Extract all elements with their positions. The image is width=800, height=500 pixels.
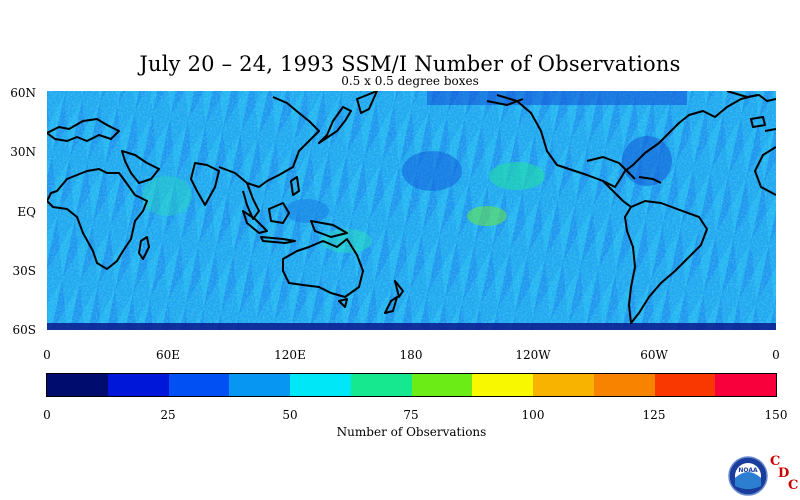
madagascar-coast [138, 236, 150, 260]
colorbar-title: Number of Observations [336, 425, 487, 439]
iceland-coast [750, 116, 766, 128]
lat-label-60n: 60N [10, 86, 36, 100]
colorbar-segment [593, 374, 655, 396]
coastlines [47, 91, 776, 324]
sumatra-coast [242, 210, 268, 234]
colorbar-segment [715, 374, 776, 396]
south-america-coast [624, 200, 708, 324]
lat-label-30s: 30S [12, 264, 37, 278]
central-america-coast [602, 180, 632, 208]
lon-label-0-east: 0 [772, 348, 780, 362]
lat-label-eq: EQ [17, 205, 36, 219]
europe-coast [47, 118, 120, 142]
caribbean-coast [638, 176, 662, 184]
colorbar-tick-75: 75 [403, 408, 419, 422]
high-count-patch [489, 162, 545, 190]
east-asia-coast [218, 96, 320, 188]
antarctic-edge [47, 323, 776, 330]
lon-label-120e: 120E [274, 348, 306, 362]
colorbar-tick-0: 0 [43, 408, 51, 422]
lon-label-120w: 120W [515, 348, 551, 362]
colorbar-tick-25: 25 [160, 408, 176, 422]
lon-label-0: 0 [43, 348, 51, 362]
lon-label-60e: 60E [155, 348, 181, 362]
gulf-coast [586, 156, 636, 180]
arabia-coast [121, 150, 160, 184]
noaa-bird-wave [735, 472, 761, 489]
colorbar-segment [654, 374, 716, 396]
map-title: July 20 – 24, 1993 SSM/I Number of Obser… [139, 52, 681, 76]
cdc-letter-c2: C [788, 478, 799, 493]
colorbar-tick-150: 150 [764, 408, 788, 422]
indochina-coast [242, 182, 260, 220]
colorbar-tick-50: 50 [282, 408, 298, 422]
philippines-coast [290, 176, 300, 196]
greenland-coast [726, 91, 776, 102]
colorbar-segment [290, 374, 351, 396]
australia-coast [282, 238, 364, 298]
colorbar-segment [229, 374, 290, 396]
colorbar-segment [411, 374, 473, 396]
map-subtitle: 0.5 x 0.5 degree boxes [341, 74, 479, 88]
kamchatka-coast [356, 91, 378, 114]
colorbar [46, 373, 777, 397]
colorbar-segment [47, 374, 108, 396]
lon-label-60w: 60W [640, 348, 668, 362]
cdc-letter-d: D [778, 466, 790, 481]
lat-label-30n: 30N [10, 145, 36, 159]
tasmania-coast [338, 298, 348, 308]
japan-coast [318, 106, 352, 144]
new-guinea-coast [310, 220, 348, 238]
lon-label-180: 180 [399, 348, 423, 362]
cdc-letter-c1: C [770, 454, 781, 469]
borneo-coast [268, 202, 290, 224]
aleutian-coast [486, 98, 524, 106]
new-zealand-coast [384, 280, 404, 314]
high-count-patch [467, 206, 507, 226]
colorbar-segment [472, 374, 533, 396]
low-count-patch [285, 199, 329, 223]
colorbar-segment [168, 374, 230, 396]
colorbar-segment [533, 374, 594, 396]
low-count-band [427, 91, 687, 105]
noaa-logo: NOAA [728, 456, 768, 500]
java-coast [260, 236, 296, 244]
low-count-patch [402, 151, 462, 191]
low-count-patch [622, 136, 672, 186]
colorbar-segment [107, 374, 169, 396]
colorbar-segment [350, 374, 412, 396]
colorbar-tick-100: 100 [521, 408, 545, 422]
lat-label-60s: 60S [12, 323, 37, 337]
africa-coast [47, 168, 148, 270]
north-america-coast [496, 94, 758, 188]
high-count-patch [142, 176, 192, 216]
colorbar-tick-125: 125 [642, 408, 666, 422]
noaa-badge-text: NOAA [738, 467, 758, 474]
observation-map [47, 91, 776, 330]
india-coast [190, 162, 220, 206]
iberia-coast [764, 128, 776, 132]
west-africa-coast [754, 146, 776, 196]
